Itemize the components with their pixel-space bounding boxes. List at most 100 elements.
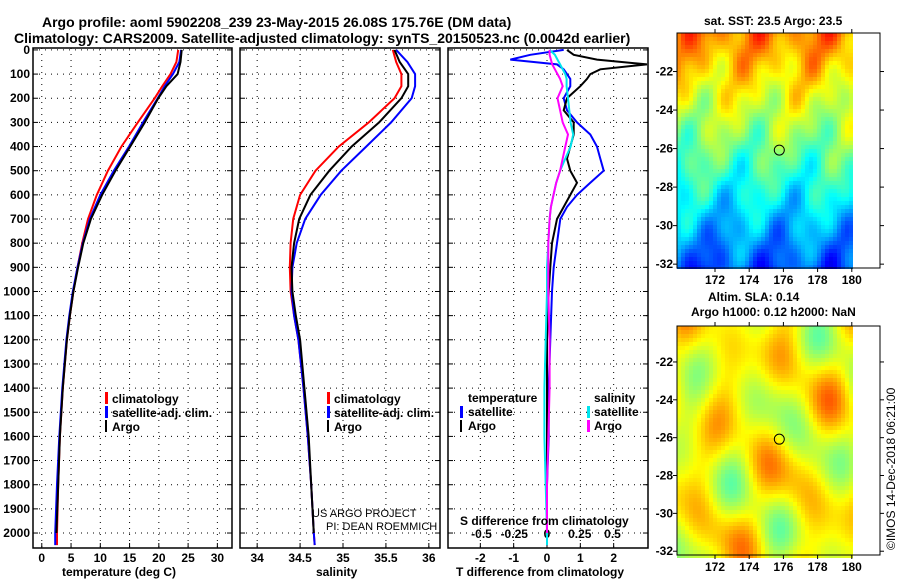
map-pixel (693, 366, 697, 370)
map-pixel (785, 49, 789, 53)
map-pixel (685, 109, 689, 113)
map-pixel (817, 502, 821, 506)
map-pixel (761, 462, 765, 466)
map-pixel (793, 370, 797, 374)
map-pixel (849, 474, 853, 478)
map-pixel (737, 41, 741, 45)
map-pixel (765, 257, 769, 261)
map-pixel (801, 53, 805, 57)
map-pixel (805, 165, 809, 169)
legend-label: Argo (334, 420, 362, 434)
map-pixel (729, 354, 733, 358)
map-pixel (845, 354, 849, 358)
map-pixel (801, 374, 805, 378)
map-pixel (793, 125, 797, 129)
map-pixel (697, 241, 701, 245)
map-pixel (701, 506, 705, 510)
map-pixel (829, 386, 833, 390)
map-pixel (809, 346, 813, 350)
map-pixel (721, 257, 725, 261)
map-pixel (837, 474, 841, 478)
map-pixel (705, 225, 709, 229)
map-pixel (713, 53, 717, 57)
map-pixel (801, 85, 805, 89)
map-pixel (733, 209, 737, 213)
map-pixel (821, 213, 825, 217)
map-pixel (729, 41, 733, 45)
map-pixel (805, 430, 809, 434)
map-pixel (753, 450, 757, 454)
map-pixel (681, 41, 685, 45)
map-pixel (705, 233, 709, 237)
map-pixel (773, 426, 777, 430)
map-pixel (785, 209, 789, 213)
map-pixel (677, 510, 681, 514)
map-pixel (729, 382, 733, 386)
map-pixel (725, 241, 729, 245)
map-pixel (805, 253, 809, 257)
map-pixel (797, 161, 801, 165)
map-pixel (769, 253, 773, 257)
map-pixel (797, 261, 801, 265)
map-pixel (761, 342, 765, 346)
map-pixel (677, 466, 681, 470)
map-pixel (841, 129, 845, 133)
map-pixel (813, 430, 817, 434)
map-pixel (745, 261, 749, 265)
map-pixel (809, 330, 813, 334)
map-pixel (829, 45, 833, 49)
map-pixel (797, 85, 801, 89)
map-pixel (809, 350, 813, 354)
map-pixel (725, 61, 729, 65)
map-pixel (717, 73, 721, 77)
map-pixel (765, 197, 769, 201)
map-pixel (725, 133, 729, 137)
map-pixel (761, 253, 765, 257)
map-pixel (693, 350, 697, 354)
map-pixel (809, 229, 813, 233)
map-pixel (845, 193, 849, 197)
map-pixel (721, 149, 725, 153)
map-pixel (841, 121, 845, 125)
map-pixel (689, 418, 693, 422)
map-pixel (693, 510, 697, 514)
map-pixel (729, 221, 733, 225)
map-pixel (693, 253, 697, 257)
map-pixel (761, 61, 765, 65)
map-pixel (801, 257, 805, 261)
map-pixel (801, 93, 805, 97)
map-pixel (677, 45, 681, 49)
map-pixel (805, 73, 809, 77)
map-pixel (805, 390, 809, 394)
map-pixel (701, 406, 705, 410)
map-pixel (749, 201, 753, 205)
map-pixel (825, 506, 829, 510)
map-pixel (737, 362, 741, 366)
map-pixel (717, 101, 721, 105)
map-pixel (753, 406, 757, 410)
map-pixel (821, 177, 825, 181)
map-pixel (729, 257, 733, 261)
map-pixel (757, 125, 761, 129)
map-pixel (717, 494, 721, 498)
map-pixel (745, 149, 749, 153)
map-pixel (809, 470, 813, 474)
map-pixel (769, 434, 773, 438)
map-pixel (769, 33, 773, 37)
map-pixel (793, 149, 797, 153)
map-pixel (773, 265, 777, 269)
map-pixel (709, 249, 713, 253)
map-pixel (829, 410, 833, 414)
map-pixel (749, 97, 753, 101)
map-pixel (725, 482, 729, 486)
map-pixel (749, 193, 753, 197)
map-pixel (701, 61, 705, 65)
map-pixel (769, 225, 773, 229)
map-pixel (829, 149, 833, 153)
map-pixel (745, 474, 749, 478)
map-pixel (797, 89, 801, 93)
map-pixel (753, 374, 757, 378)
map-pixel (801, 169, 805, 173)
map-pixel (797, 157, 801, 161)
map-pixel (745, 137, 749, 141)
